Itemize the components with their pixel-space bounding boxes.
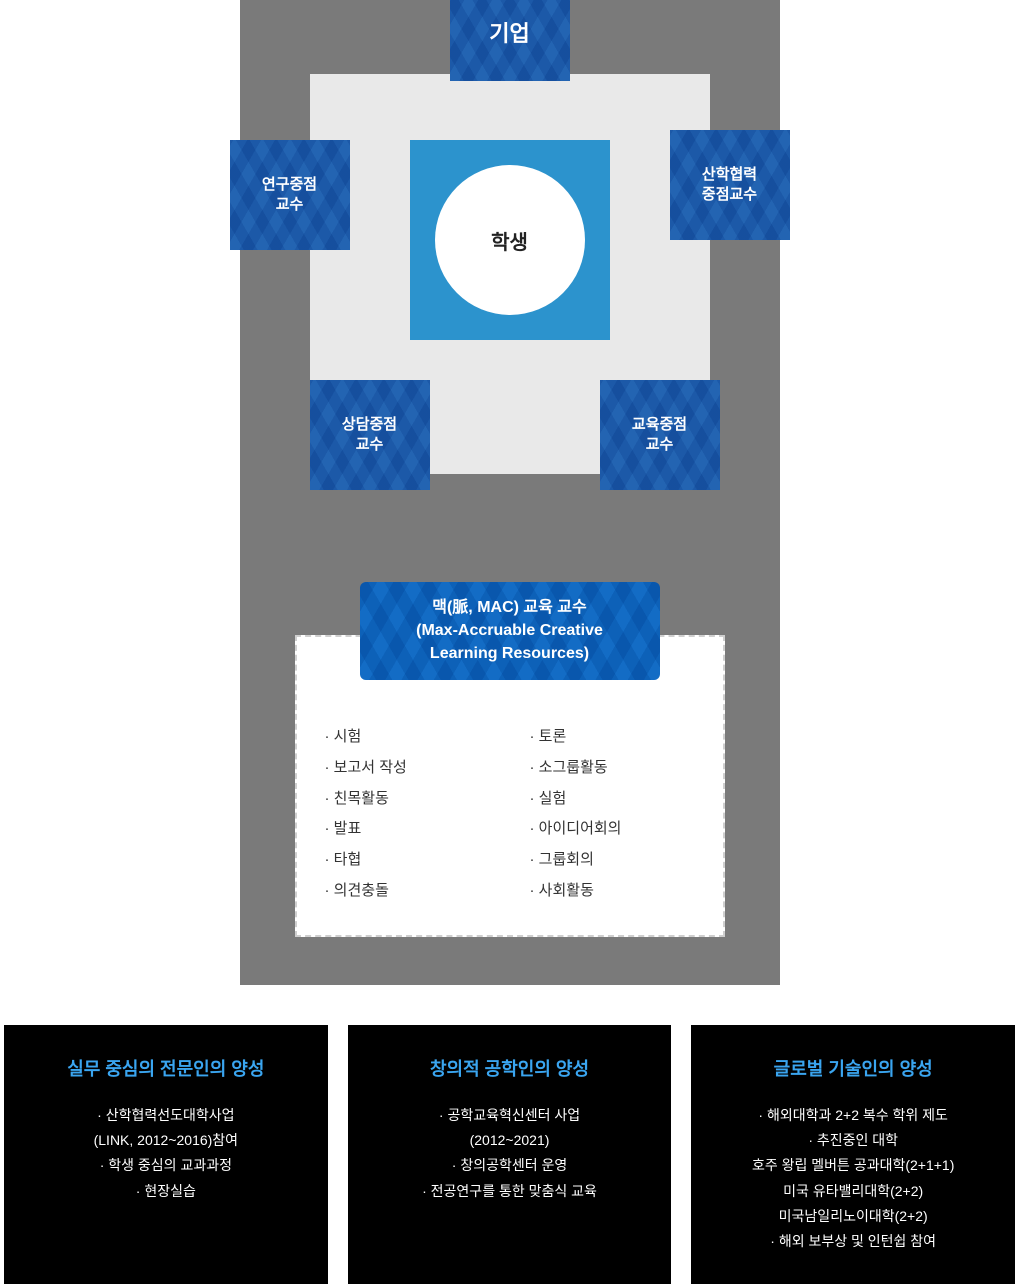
list-item: 추진중인 대학: [709, 1128, 997, 1153]
panel-2-title: 글로벌 기술인의 양성: [709, 1055, 997, 1081]
mac-col-left: 시험보고서 작성친목활동발표타협의견충돌: [325, 722, 490, 907]
list-item: (2012~2021): [366, 1128, 654, 1153]
list-item: 호주 왕립 멜버튼 공과대학(2+1+1): [709, 1153, 997, 1178]
list-item: 의견충돌: [325, 876, 490, 907]
list-item: 해외 보부상 및 인턴쉽 참여: [709, 1229, 997, 1254]
mac-group: 맥(脈, MAC) 교육 교수 (Max-Accruable Creative …: [295, 580, 725, 937]
node-bottom-right: 교육중점교수: [600, 380, 720, 490]
bottom-panels: 실무 중심의 전문인의 양성 산학협력선도대학사업(LINK, 2012~201…: [0, 1025, 1019, 1284]
list-item: (LINK, 2012~2016)참여: [22, 1128, 310, 1153]
node-right: 산학협력중점교수: [670, 130, 790, 240]
mac-title-l1: 맥(脈, MAC) 교육 교수: [370, 596, 650, 619]
list-item: 토론: [530, 722, 695, 753]
mac-title: 맥(脈, MAC) 교육 교수 (Max-Accruable Creative …: [360, 582, 660, 680]
list-item: 시험: [325, 722, 490, 753]
node-br-label: 교육중점교수: [632, 415, 687, 456]
list-item: 친목활동: [325, 784, 490, 815]
list-item: 산학협력선도대학사업: [22, 1103, 310, 1128]
list-item: 그룹회의: [530, 845, 695, 876]
panel-1: 창의적 공학인의 양성 공학교육혁신센터 사업(2012~2021)창의공학센터…: [348, 1025, 672, 1284]
list-item: 보고서 작성: [325, 753, 490, 784]
list-item: 발표: [325, 814, 490, 845]
list-item: 미국 유타밸리대학(2+2): [709, 1179, 997, 1204]
mac-title-l2: (Max-Accruable Creative: [370, 619, 650, 642]
node-right-label: 산학협력중점교수: [702, 165, 757, 206]
list-item: 실험: [530, 784, 695, 815]
panel-0-list: 산학협력선도대학사업(LINK, 2012~2016)참여학생 중심의 교과과정…: [22, 1103, 310, 1204]
panel-2: 글로벌 기술인의 양성 해외대학과 2+2 복수 학위 제도추진중인 대학호주 …: [691, 1025, 1015, 1284]
diagram-area: 학생 기업 연구중점교수 산학협력중점교수 상담중점교수 교육중점교수 맥(脈,…: [240, 0, 780, 985]
node-left: 연구중점교수: [230, 140, 350, 250]
panel-1-title: 창의적 공학인의 양성: [366, 1055, 654, 1081]
list-item: 아이디어회의: [530, 814, 695, 845]
list-item: 해외대학과 2+2 복수 학위 제도: [709, 1103, 997, 1128]
panel-2-list: 해외대학과 2+2 복수 학위 제도추진중인 대학호주 왕립 멜버튼 공과대학(…: [709, 1103, 997, 1254]
list-item: 타협: [325, 845, 490, 876]
node-bottom-left: 상담중점교수: [310, 380, 430, 490]
list-item: 공학교육혁신센터 사업: [366, 1103, 654, 1128]
node-top: 기업: [450, 0, 570, 81]
mac-title-l3: Learning Resources): [370, 642, 650, 665]
list-item: 소그룹활동: [530, 753, 695, 784]
list-item: 창의공학센터 운영: [366, 1153, 654, 1178]
list-item: 현장실습: [22, 1179, 310, 1204]
canvas: 학생 기업 연구중점교수 산학협력중점교수 상담중점교수 교육중점교수 맥(脈,…: [0, 0, 1019, 1284]
node-top-label: 기업: [489, 19, 529, 49]
list-item: 미국남일리노이대학(2+2): [709, 1204, 997, 1229]
mac-frame: 맥(脈, MAC) 교육 교수 (Max-Accruable Creative …: [295, 635, 725, 937]
diagram-core-label: 학생: [491, 226, 528, 255]
list-item: 전공연구를 통한 맞춤식 교육: [366, 1179, 654, 1204]
list-item: 학생 중심의 교과과정: [22, 1153, 310, 1178]
mac-columns: 시험보고서 작성친목활동발표타협의견충돌 토론소그룹활동실험아이디어회의그룹회의…: [325, 722, 695, 907]
panel-0: 실무 중심의 전문인의 양성 산학협력선도대학사업(LINK, 2012~201…: [4, 1025, 328, 1284]
diagram-core-circle: 학생: [435, 165, 585, 315]
panel-1-list: 공학교육혁신센터 사업(2012~2021)창의공학센터 운영전공연구를 통한 …: [366, 1103, 654, 1204]
mac-col-right: 토론소그룹활동실험아이디어회의그룹회의사회활동: [530, 722, 695, 907]
node-left-label: 연구중점교수: [262, 175, 317, 216]
panel-0-title: 실무 중심의 전문인의 양성: [22, 1055, 310, 1081]
node-bl-label: 상담중점교수: [342, 415, 397, 456]
list-item: 사회활동: [530, 876, 695, 907]
